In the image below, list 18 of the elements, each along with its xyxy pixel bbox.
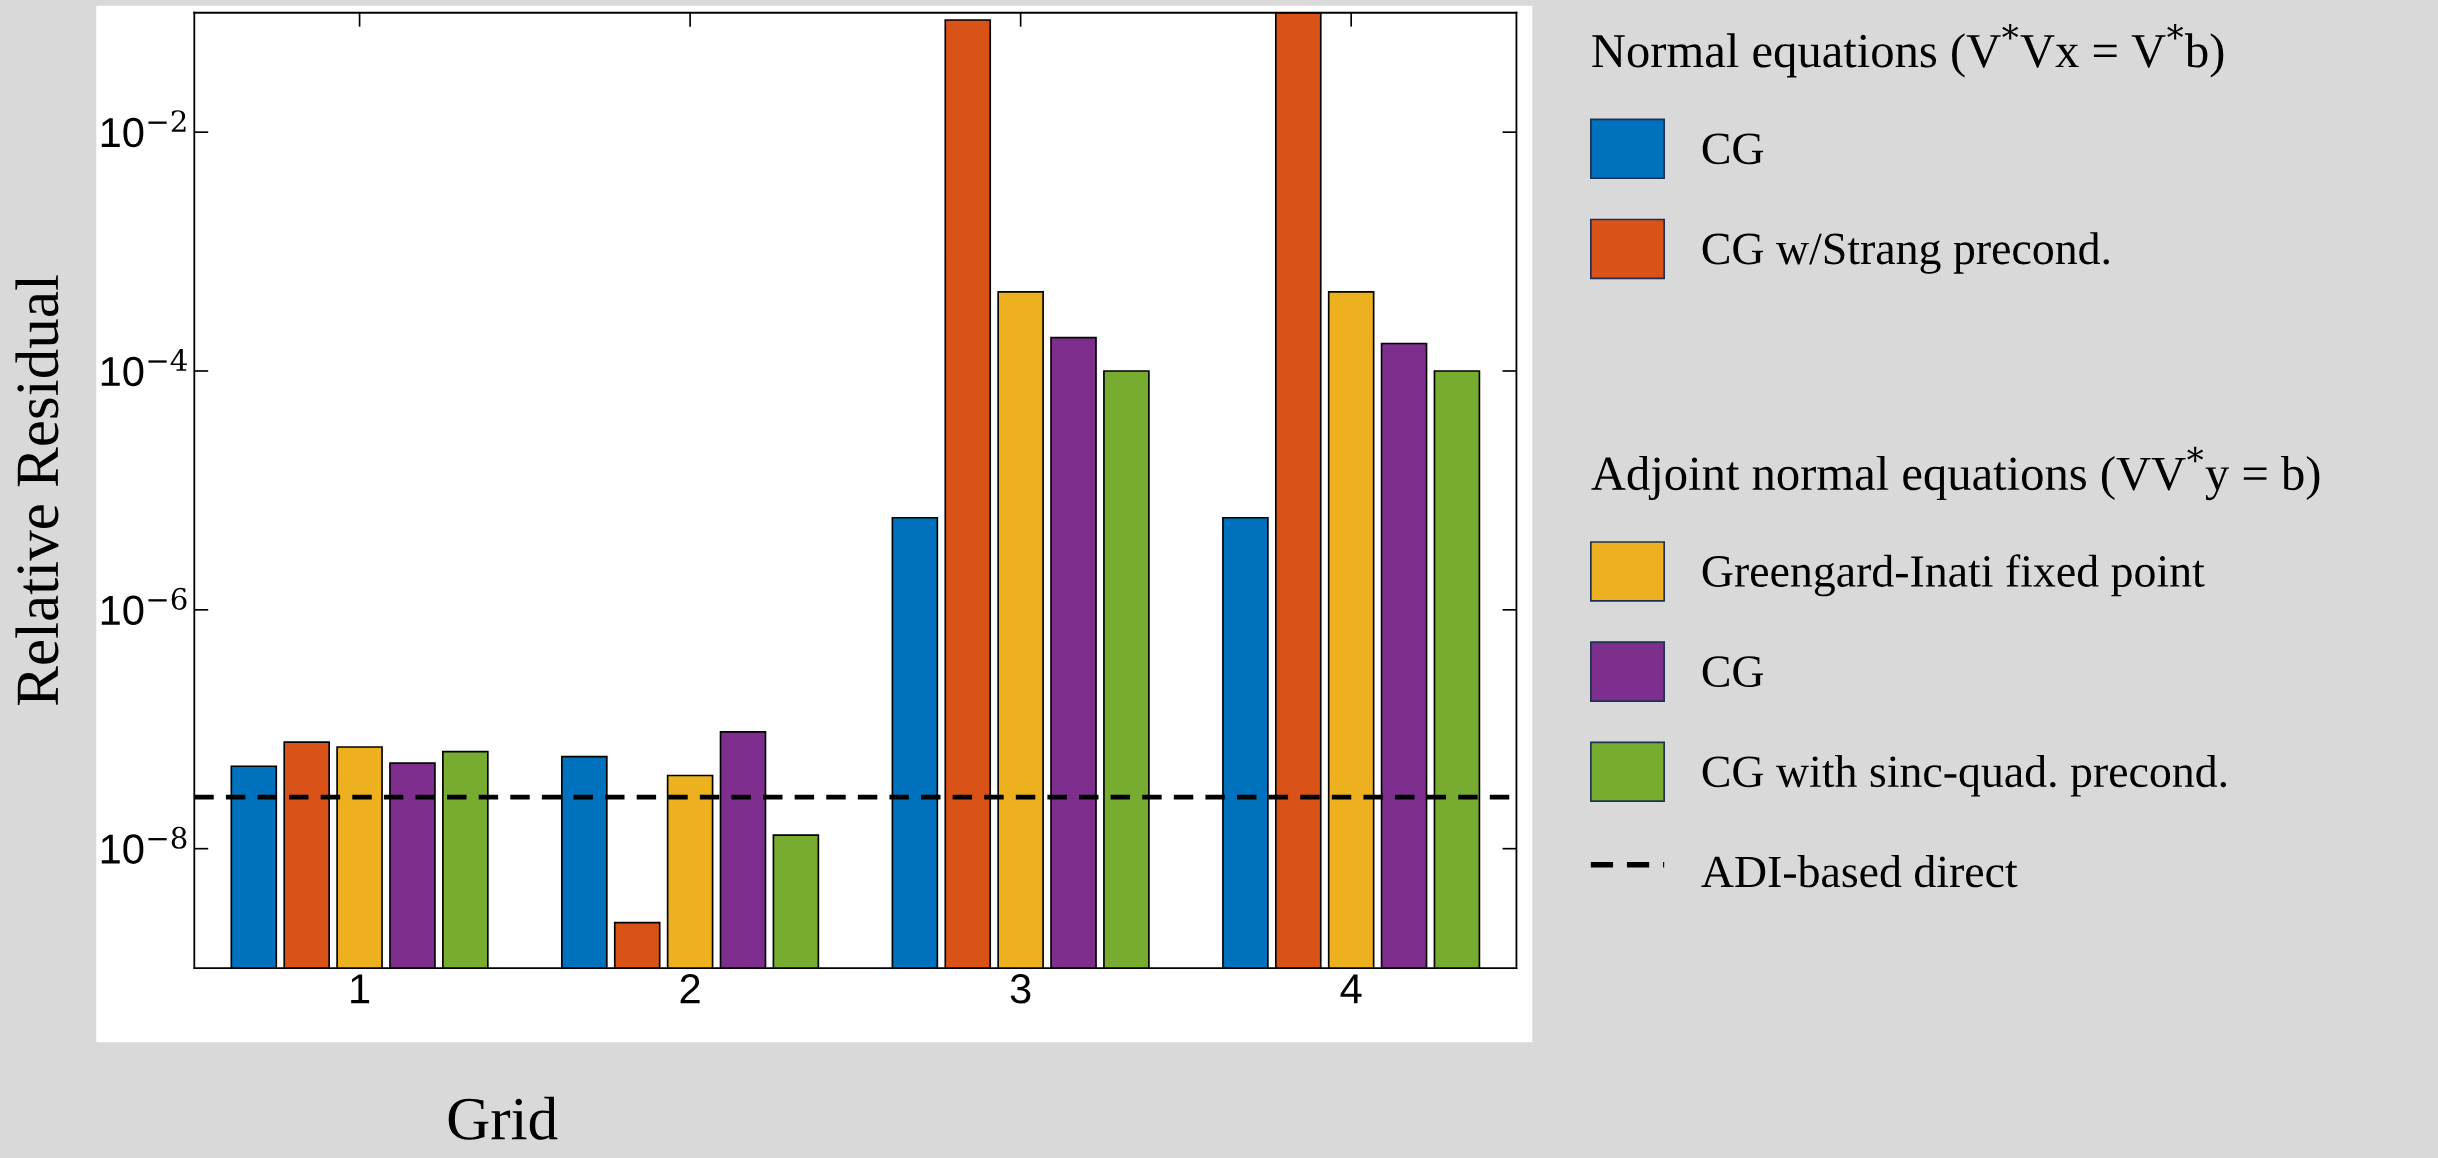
y-tick-label: 10$^{−2}$ — [101, 110, 186, 148]
x-tick-label: 3 — [1010, 974, 1031, 1004]
legend-label: CG with sinc-quad. precond. — [1702, 754, 2227, 797]
x-tick-label: 1 — [351, 974, 370, 1004]
text: Adjoint normal equations (VV$^{*}$y = b) — [1591, 446, 2320, 501]
y-tick-label: 10$^{−8}$ — [101, 826, 187, 864]
x-axis-title: Grid — [448, 1096, 558, 1140]
legend-label: CG — [1702, 656, 1764, 688]
y-tick-label: 10$^{−4}$ — [101, 349, 187, 387]
x-tick-label: 4 — [1340, 974, 1362, 1004]
legend-label: Greengard-Inati fixed point — [1702, 554, 2205, 597]
legend-title: Normal equations (V$^{*}$Vx = V$^{*}$b) — [1592, 24, 2224, 78]
y-tick-label: 10$^{−6}$ — [101, 587, 187, 626]
legend-label: ADI-based direct — [1701, 855, 2018, 888]
legend-label: CG w/Strang precond. — [1702, 232, 2109, 274]
y-axis-title: Relative Residual — [15, 275, 59, 706]
x-tick-label: 2 — [680, 974, 700, 1004]
legend-label: CG — [1702, 133, 1764, 165]
